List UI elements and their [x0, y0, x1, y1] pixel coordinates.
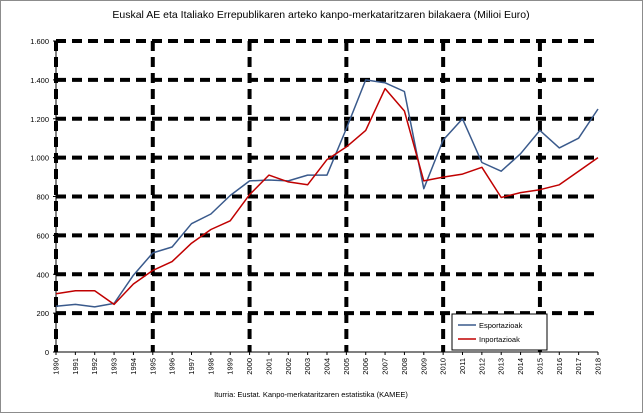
- x-tick-label: 1997: [187, 358, 196, 375]
- x-tick-label: 1994: [129, 358, 138, 375]
- y-tick-label: 1.200: [30, 115, 49, 124]
- y-tick-label: 1.600: [30, 37, 49, 46]
- x-tick-label: 2012: [477, 358, 486, 375]
- x-tick-label: 2001: [264, 358, 273, 375]
- x-tick-label: 2013: [497, 358, 506, 375]
- x-tick-label: 2007: [381, 358, 390, 375]
- legend-label-0: Esportazioak: [479, 321, 523, 330]
- x-tick-label: 1991: [71, 358, 80, 375]
- x-tick-label: 2008: [400, 358, 409, 375]
- chart-title: Euskal AE eta Italiako Errepublikaren ar…: [112, 9, 529, 21]
- chart-source: Iturria: Eustat. Kanpo-merkataritzaren e…: [214, 390, 408, 399]
- legend-box: [451, 313, 548, 351]
- x-tick-label: 2011: [458, 358, 467, 374]
- x-tick-label: 2018: [594, 358, 603, 375]
- y-tick-label: 1.400: [30, 76, 49, 85]
- y-tick-label: 200: [36, 309, 49, 318]
- y-tick-label: 0: [45, 348, 49, 357]
- x-tick-label: 2004: [323, 358, 332, 375]
- x-tick-label: 2014: [516, 358, 525, 375]
- x-tick-label: 2002: [284, 358, 293, 375]
- y-tick-label: 400: [36, 270, 49, 279]
- x-tick-label: 1996: [168, 358, 177, 375]
- x-tick-label: 2003: [303, 358, 312, 375]
- x-tick-label: 2015: [535, 358, 544, 375]
- y-tick-label: 600: [36, 231, 49, 240]
- x-tick-label: 2005: [342, 358, 351, 375]
- x-tick-label: 1990: [52, 358, 61, 375]
- x-tick-label: 2017: [574, 358, 583, 375]
- series-line-1: [55, 87, 599, 306]
- y-tick-label: 1.000: [30, 154, 49, 163]
- x-tick-label: 1995: [148, 358, 157, 375]
- x-tick-label: 2016: [555, 358, 564, 375]
- x-tick-label: 2009: [419, 358, 428, 375]
- x-tick-label: 1992: [90, 358, 99, 375]
- x-tick-label: 1999: [226, 358, 235, 375]
- y-tick-label: 800: [36, 193, 49, 202]
- x-tick-label: 2010: [439, 358, 448, 375]
- x-tick-label: 1998: [206, 358, 215, 375]
- x-tick-label: 2006: [361, 358, 370, 375]
- x-tick-label: 1993: [110, 358, 119, 375]
- x-tick-label: 2000: [245, 358, 254, 375]
- series-line-0: [55, 79, 599, 308]
- legend-label-1: Inportazioak: [479, 335, 520, 344]
- legend: Esportazioak Inportazioak: [451, 313, 548, 351]
